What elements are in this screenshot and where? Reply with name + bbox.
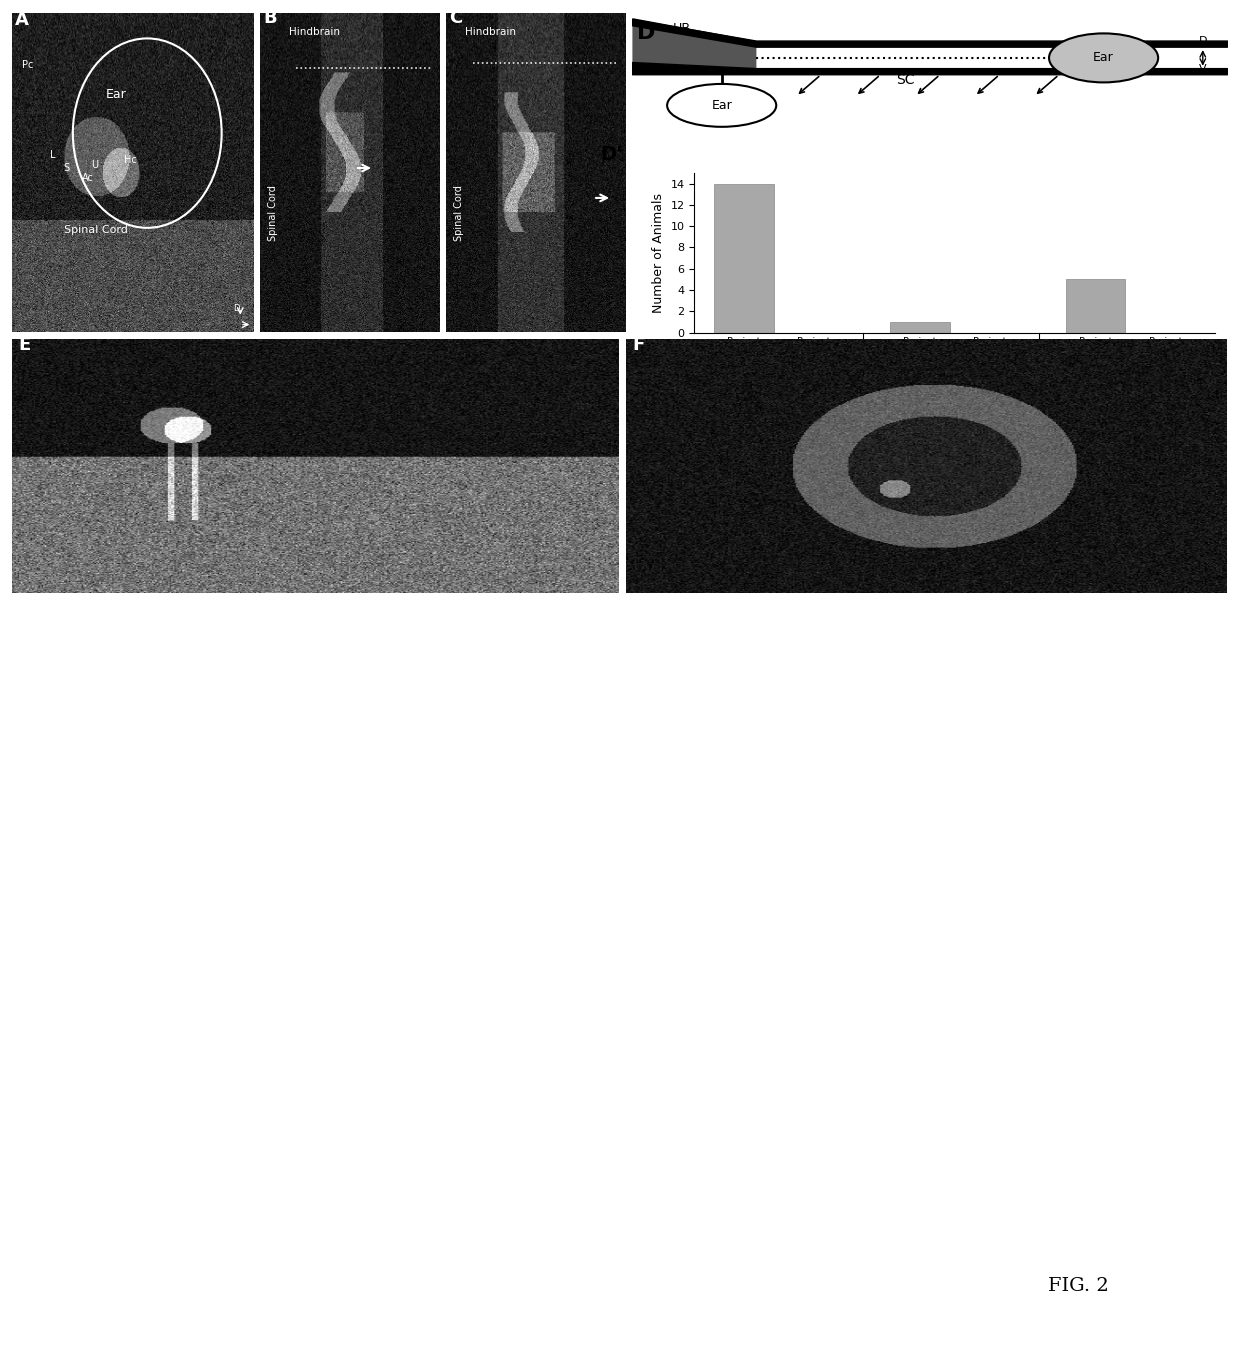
Text: L: L (50, 150, 55, 161)
Ellipse shape (667, 84, 776, 127)
Text: Ac: Ac (82, 173, 94, 183)
Text: Ear: Ear (712, 98, 732, 112)
Text: D: D (637, 23, 656, 43)
Text: Enter Midline: Enter Midline (918, 370, 992, 380)
Text: Hc: Hc (124, 155, 136, 165)
Text: Hindbrain: Hindbrain (465, 27, 516, 38)
Text: B: B (263, 9, 277, 27)
Polygon shape (632, 62, 1228, 74)
Polygon shape (632, 26, 756, 69)
Text: E: E (19, 336, 31, 355)
Polygon shape (632, 20, 1228, 47)
Ellipse shape (1049, 34, 1158, 82)
Text: R: R (254, 321, 260, 329)
Text: V: V (1199, 63, 1207, 74)
Text: Pc: Pc (22, 61, 33, 70)
Text: U: U (92, 161, 98, 170)
Bar (890, 322, 950, 332)
Y-axis label: Number of Animals: Number of Animals (652, 193, 665, 313)
Text: HB: HB (673, 22, 691, 35)
Text: Ear: Ear (105, 88, 126, 101)
Bar (714, 183, 774, 332)
Text: A: A (15, 11, 29, 30)
Text: Enter Dorsal: Enter Dorsal (744, 370, 813, 380)
Text: FIG. 2: FIG. 2 (1049, 1278, 1109, 1295)
Polygon shape (632, 18, 756, 47)
Text: Hindbrain: Hindbrain (289, 27, 340, 38)
Text: F: F (632, 336, 645, 355)
Text: D: D (233, 304, 239, 313)
Text: S: S (63, 163, 69, 173)
Text: D: D (1199, 36, 1207, 46)
Text: Spinal Cord: Spinal Cord (454, 185, 464, 241)
Text: SC: SC (897, 73, 914, 86)
Text: Spinal Cord: Spinal Cord (268, 185, 278, 241)
Text: C: C (449, 9, 463, 27)
Bar (1065, 279, 1126, 332)
Text: D': D' (600, 146, 622, 165)
Text: Enter Ventral: Enter Ventral (1094, 370, 1167, 380)
Text: Ear: Ear (1094, 51, 1114, 65)
Text: Spinal Cord: Spinal Cord (63, 225, 128, 235)
